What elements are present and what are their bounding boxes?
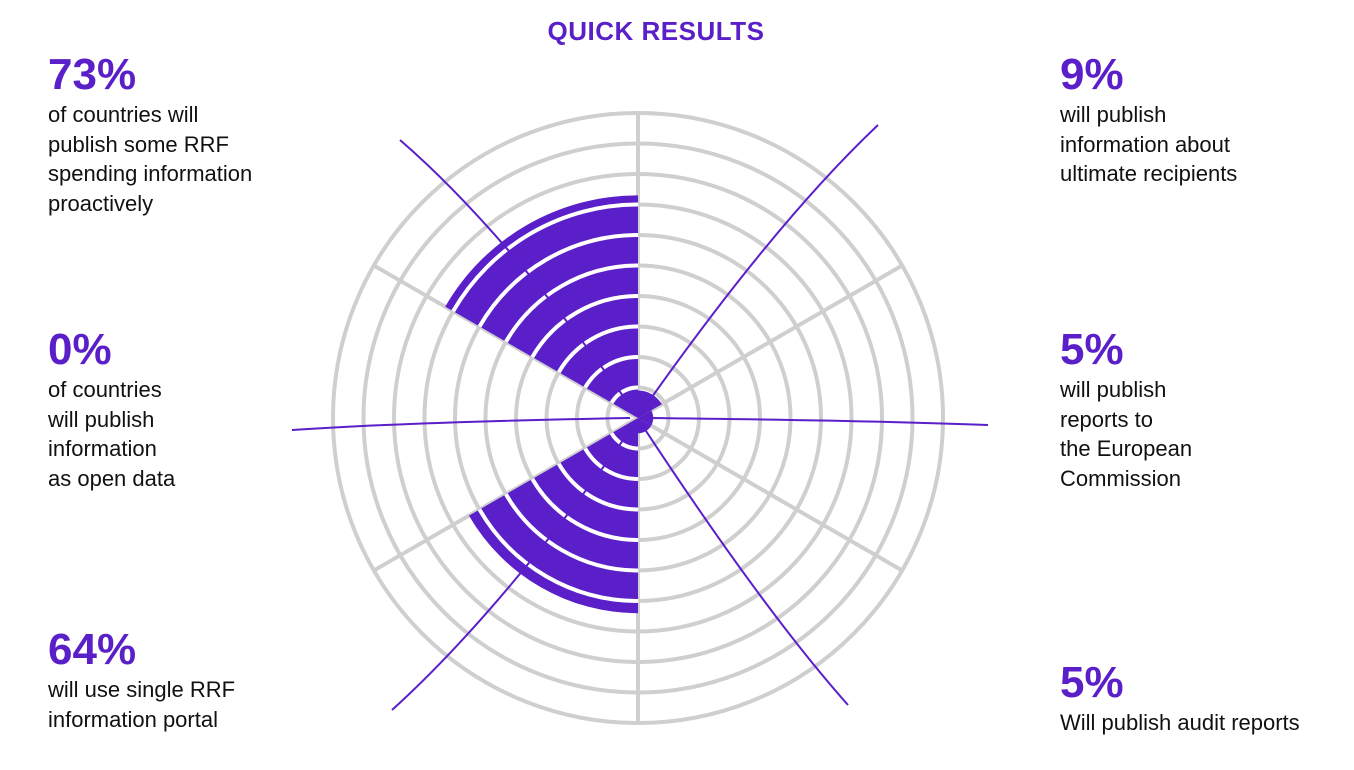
leader-line xyxy=(641,424,849,706)
stat-recipients-value: 9% xyxy=(1060,50,1124,99)
chart-sector xyxy=(445,195,638,418)
stat-proactive-value: 73% xyxy=(48,50,137,99)
chart-title: QUICK RESULTS xyxy=(547,16,765,46)
stat-reports-ec: 5% will publish reports to the European … xyxy=(1060,325,1354,493)
stat-audit: 5% Will publish audit reports xyxy=(1060,658,1350,738)
chart-leader-lines xyxy=(291,124,989,711)
sector-ring-overlay xyxy=(451,202,639,313)
stat-portal-description: will use single RRF information portal xyxy=(48,677,236,732)
chart-sector xyxy=(638,390,662,418)
sector-ring-overlay xyxy=(557,462,639,512)
grid-spoke xyxy=(637,416,904,573)
leader-line xyxy=(399,139,635,412)
leader-line xyxy=(645,417,989,426)
chart-sector xyxy=(638,410,654,426)
sector-ring-overlay xyxy=(530,477,639,542)
sector-ring-overlay xyxy=(609,385,639,404)
sector-ring-overlay xyxy=(504,493,639,573)
chart-sector xyxy=(638,418,652,434)
chart-grid-overlay xyxy=(451,202,639,603)
sector-ring-overlay xyxy=(477,233,639,328)
leader-line xyxy=(641,124,879,412)
leader-line xyxy=(391,424,635,711)
stat-open-data-value: 0% xyxy=(48,325,112,374)
sector-ring-overlay xyxy=(477,508,639,603)
stat-reports-ec-value: 5% xyxy=(1060,325,1124,374)
stat-proactive-description: of countries will publish some RRF spend… xyxy=(48,102,253,216)
stat-audit-description: Will publish audit reports xyxy=(1060,710,1300,735)
sector-ring-overlay xyxy=(583,447,639,481)
leader-line xyxy=(291,417,631,431)
stat-portal: 64% will use single RRF information port… xyxy=(48,625,348,734)
stat-audit-value: 5% xyxy=(1060,658,1124,707)
stat-open-data: 0% of countries will publish information… xyxy=(48,325,348,493)
stat-reports-ec-description: will publish reports to the European Com… xyxy=(1060,377,1193,491)
stat-portal-value: 64% xyxy=(48,625,137,674)
sector-ring-overlay xyxy=(504,263,639,343)
stat-recipients: 9% will publish information about ultima… xyxy=(1060,50,1354,189)
sector-ring-overlay xyxy=(557,324,639,374)
sector-ring-overlay xyxy=(609,432,639,451)
stat-open-data-description: of countries will publish information as… xyxy=(48,377,176,491)
stat-proactive: 73% of countries will publish some RRF s… xyxy=(48,50,348,218)
chart-sector xyxy=(468,418,638,614)
grid-spoke xyxy=(637,263,904,420)
sector-ring-overlay xyxy=(530,294,639,359)
stat-recipients-description: will publish information about ultimate … xyxy=(1060,102,1238,186)
sector-ring-overlay xyxy=(583,355,639,389)
